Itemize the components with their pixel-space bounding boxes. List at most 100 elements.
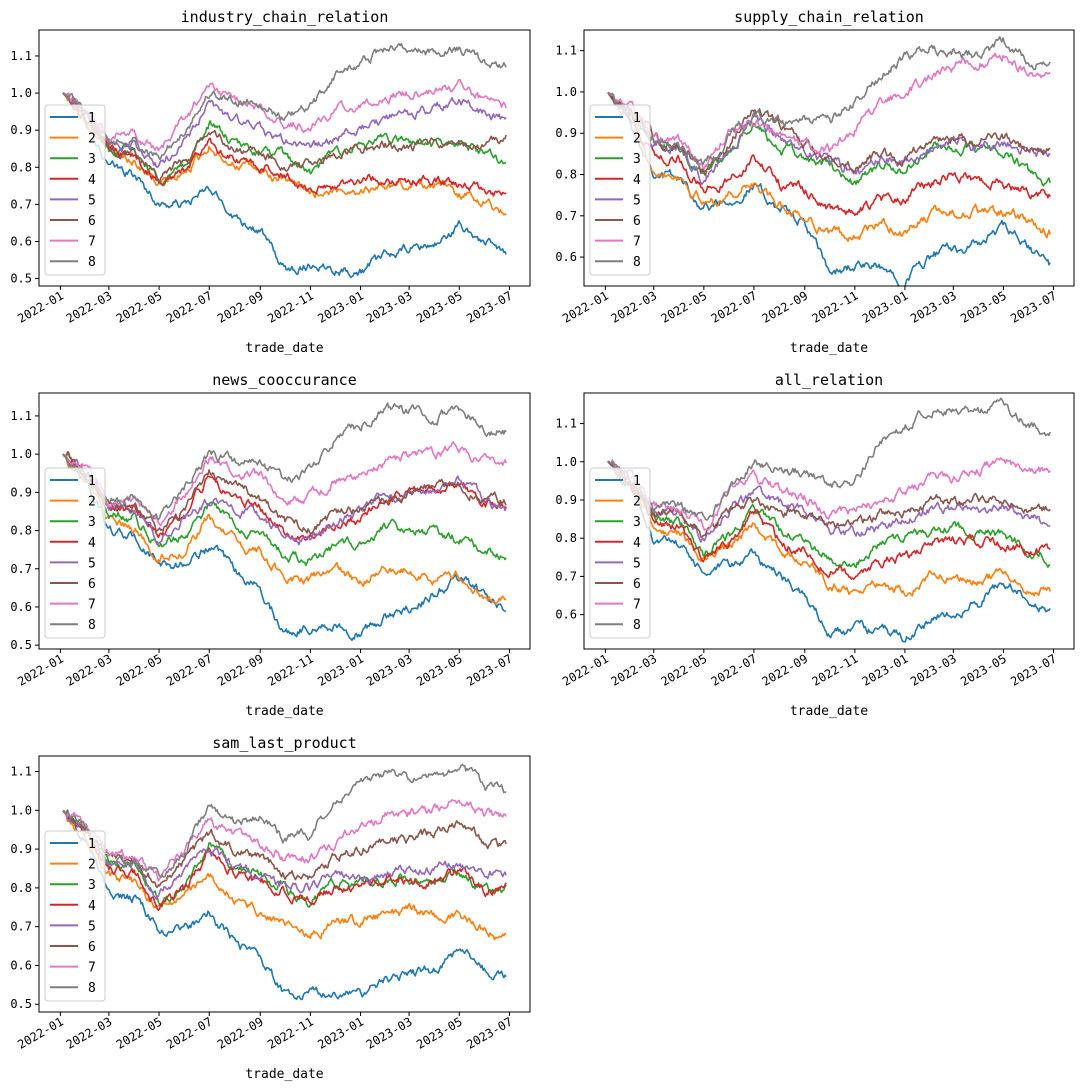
legend-label-3: 3 [633,515,641,530]
x-tick-label: 2022-01 [15,651,66,688]
legend-label-5: 5 [88,193,96,208]
y-tick-label: 0.6 [10,234,32,248]
x-tick-label: 2022-07 [164,1014,215,1051]
chart-panel-4: all_relation0.60.70.80.91.01.12022-01202… [555,371,1075,719]
legend-label-2: 2 [88,495,96,510]
x-tick-label: 2022-05 [659,651,710,688]
x-tick-label: 2023-03 [364,1014,415,1051]
series-line-2 [62,810,507,941]
chart-panel-5: sam_last_product 0.5 0.6 0.7 0.8 0.9 1.0 1.1 202… [10,734,531,1082]
series-line-5 [62,453,507,546]
y-tick-label: 1.0 [10,86,32,100]
x-tick-label: 2022-05 [114,1014,165,1051]
legend-label-2: 2 [88,132,96,147]
legend-label-7: 7 [88,598,96,613]
x-tick-label: 2022-11 [265,651,316,688]
x-axis-label: trade_date [790,704,868,719]
legend-label-1: 1 [88,111,96,126]
series-line-8 [607,36,1051,165]
series-line-3 [607,460,1051,569]
x-tick-label: 2022-01 [15,1014,66,1051]
legend: 1 2 3 4 5 6 7 8 [44,104,106,276]
series-lines [62,42,507,279]
x-axis-label: trade_date [245,704,323,719]
chart-title: industry_chain_relation [181,8,389,26]
x-tick-label: 2023-05 [414,651,465,688]
series-lines [62,402,507,642]
legend-label-6: 6 [633,214,641,229]
axes-frame [38,755,531,1013]
x-tick-label: 2022-11 [810,288,861,325]
y-tick-label: 1.0 [10,447,32,461]
series-line-2 [607,92,1051,242]
y-tick-label: 0.8 [555,531,577,545]
y-tick-label: 1.0 [555,455,577,469]
legend-label-6: 6 [633,577,641,592]
series-lines [607,397,1051,643]
x-tick-label: 2022-09 [759,651,810,688]
legend-label-7: 7 [633,598,641,613]
chart-panel-3: news_cooccurance 0.5 0.6 0.7 0.8 0.9 1.0 1.1 202… [10,371,531,719]
x-tick-label: 2023-01 [860,288,911,325]
series-line-1 [607,92,1051,286]
legend-label-8: 8 [88,618,96,633]
y-tick-label: 0.6 [555,250,577,264]
series-line-4 [607,460,1051,580]
x-axis-label: trade_date [790,341,868,356]
series-line-1 [62,453,507,642]
x-tick-label: 2022-07 [164,651,215,688]
axes-frame [38,29,531,287]
legend-label-4: 4 [633,173,641,188]
legend-box [44,830,106,1002]
x-axis-label: trade_date [245,1067,323,1082]
legend-label-1: 1 [88,837,96,852]
series-line-4 [62,810,507,911]
series-line-1 [62,810,507,1001]
legend-label-5: 5 [88,919,96,934]
x-tick-label: 2022-07 [709,651,760,688]
chart-title: all_relation [775,371,883,389]
y-tick-label: 0.8 [10,881,32,895]
legend-box [44,104,106,276]
x-tick-label: 2023-07 [464,651,515,688]
x-tick-label: 2022-07 [164,288,215,325]
series-line-3 [62,452,507,567]
x-tick-label: 2022-01 [560,288,611,325]
x-tick-label: 2022-05 [114,288,165,325]
legend-box [589,467,651,639]
y-tick-label: 1.1 [10,409,32,423]
y-tick-label: 0.5 [10,638,32,652]
series-line-8 [62,42,507,160]
series-line-6 [62,451,507,535]
x-tick-label: 2023-05 [414,1014,465,1051]
y-tick-label: 0.9 [555,126,577,140]
x-tick-label: 2022-03 [64,651,115,688]
x-tick-label: 2023-05 [414,288,465,325]
y-tick-label: 0.7 [10,920,32,934]
legend: 1 2 3 4 5 6 7 8 [589,467,651,639]
y-tick-label: 0.6 [10,600,32,614]
y-tick-label: 1.1 [10,49,32,63]
y-tick-label: 0.7 [555,569,577,583]
series-lines [62,763,507,1001]
series-line-2 [62,453,507,605]
series-line-8 [62,763,507,878]
x-tick-label: 2023-03 [908,651,959,688]
series-line-2 [607,460,1051,597]
x-tick-label: 2023-07 [464,288,515,325]
series-line-7 [607,457,1051,531]
legend-label-2: 2 [633,495,641,510]
series-line-7 [62,799,507,882]
x-tick-label: 2023-03 [364,288,415,325]
legend-label-1: 1 [88,474,96,489]
y-tick-label: 1.1 [555,44,577,58]
series-line-8 [62,402,507,521]
legend-label-8: 8 [633,255,641,270]
x-tick-label: 2022-03 [608,651,659,688]
x-tick-label: 2022-09 [215,288,266,325]
x-tick-label: 2022-11 [810,651,861,688]
y-tick-label: 0.9 [555,493,577,507]
y-tick-label: 0.8 [10,524,32,538]
legend-label-6: 6 [88,214,96,229]
